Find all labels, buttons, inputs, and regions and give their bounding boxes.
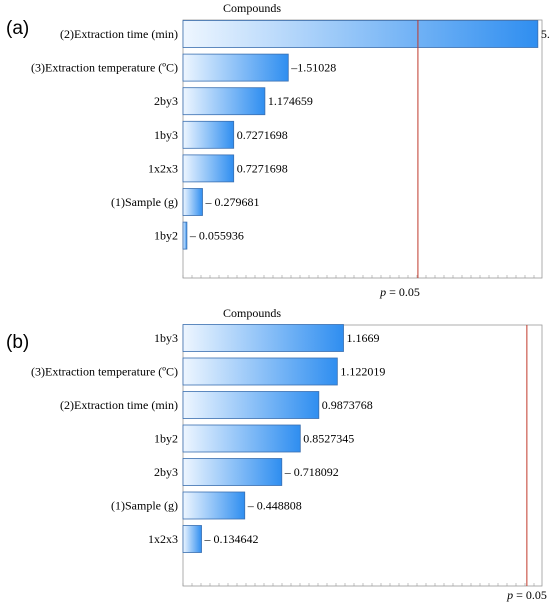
category-label: (1)Sample (g) <box>111 499 178 513</box>
value-label: –1.51028 <box>290 61 336 75</box>
category-label: 1by2 <box>154 229 178 243</box>
category-label: 1by3 <box>154 128 178 142</box>
value-label: 0.9873768 <box>322 398 373 412</box>
value-label: – 0.279681 <box>204 195 259 209</box>
bar-3 <box>182 87 266 116</box>
value-label: 1.122019 <box>340 365 385 379</box>
value-label: 0.8527345 <box>303 432 354 446</box>
value-label: – 0.055936 <box>189 229 244 243</box>
panel-b-label: (b) <box>6 332 29 353</box>
panel-b-plot: 1by3 1.1669 (3)Extraction temperature (ºC)… <box>31 324 547 602</box>
panel-a-label: (a) <box>6 18 29 39</box>
bar-4 <box>182 424 301 453</box>
bar-1 <box>182 324 344 352</box>
category-label: (1)Sample (g) <box>111 195 178 209</box>
bar-7 <box>182 525 202 553</box>
plot-frame <box>182 324 543 587</box>
value-label: 0.7271698 <box>237 128 288 142</box>
plot-frame <box>182 19 543 279</box>
category-label: 1x2x3 <box>148 532 178 546</box>
threshold-label: p = 0.05 <box>379 285 420 299</box>
panel-b: (b) Compounds 1by3 1.1669 (3)Extraction te… <box>6 306 547 602</box>
value-label: 5.090189 <box>541 27 550 41</box>
value-label: – 0.718092 <box>284 465 339 479</box>
value-label: – 0.134642 <box>204 532 259 546</box>
bar-5 <box>182 458 283 486</box>
category-label: 2by3 <box>154 465 178 479</box>
value-label: – 0.448808 <box>247 499 302 513</box>
panel-a-title: Compounds <box>223 1 281 15</box>
bar-2 <box>182 53 289 82</box>
value-label: 0.7271698 <box>237 161 288 175</box>
category-label: 2by3 <box>154 94 178 108</box>
bar-3 <box>182 391 320 419</box>
bar-5 <box>182 154 235 183</box>
threshold-label: p = 0.05 <box>506 588 547 602</box>
panel-a-plot: (2)Extraction time (min) 5.090189 (3)Extra… <box>31 19 550 299</box>
bar-6 <box>182 188 203 216</box>
category-label: (2)Extraction time (min) <box>60 27 178 41</box>
bar-6 <box>182 491 246 520</box>
bar-2 <box>182 357 338 386</box>
panel-b-title: Compounds <box>223 306 281 320</box>
category-label: (3)Extraction temperature (ºC) <box>31 365 178 379</box>
category-label: 1by3 <box>154 331 178 345</box>
value-label: 1.174659 <box>268 94 313 108</box>
bar-4 <box>182 120 235 149</box>
category-label: 1x2x3 <box>148 161 178 175</box>
category-label: 1by2 <box>154 432 178 446</box>
category-label: (3)Extraction temperature (ºC) <box>31 61 178 75</box>
bar-7 <box>182 221 188 250</box>
value-label: 1.1669 <box>347 331 380 345</box>
bar-1 <box>182 20 539 48</box>
panel-a: (a) Compounds (2)Extraction time (min) 5.… <box>6 1 550 299</box>
category-label: (2)Extraction time (min) <box>60 398 178 412</box>
